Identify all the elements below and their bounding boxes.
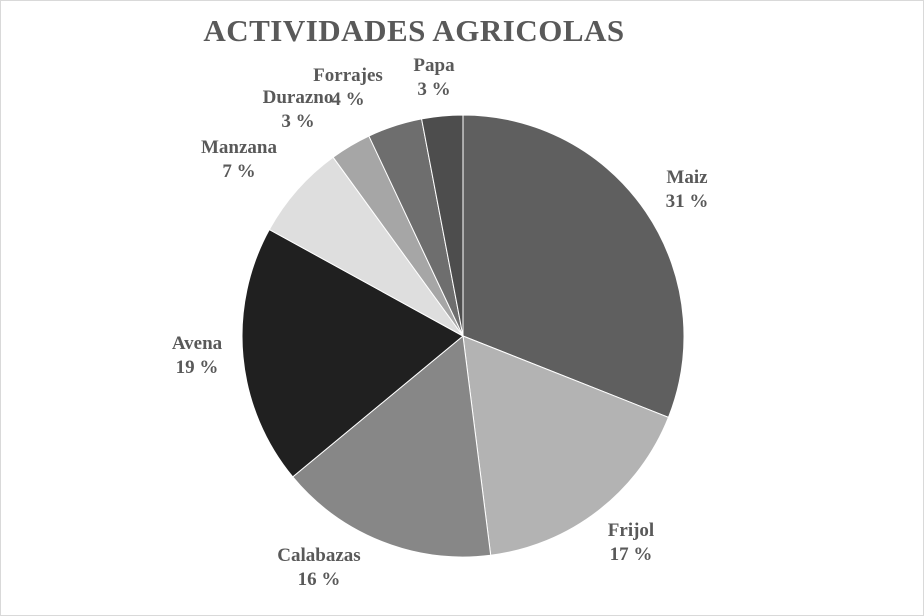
- pie-slice-papa: [421, 114, 464, 337]
- slice-label-frijol: Frijol: [608, 520, 654, 541]
- pie-slice-avena: [241, 228, 464, 478]
- slice-label-durazno: Durazno: [263, 87, 334, 108]
- slice-label-forrajes: Forrajes: [313, 65, 383, 86]
- slice-label-calabazas: Calabazas: [277, 545, 360, 566]
- slice-label-papa: Papa: [413, 55, 455, 76]
- slice-label-avena: Avena: [172, 333, 223, 354]
- chart-title: ACTIVIDADES AGRICOLAS: [203, 13, 625, 48]
- slice-label-manzana: Manzana: [201, 137, 278, 158]
- slice-value-avena: 19 %: [176, 357, 219, 378]
- slice-value-forrajes: 4 %: [331, 89, 364, 110]
- pie-slice-calabazas: [292, 335, 492, 558]
- pie-slice-frijol: [462, 335, 670, 556]
- slice-value-calabazas: 16 %: [298, 569, 341, 590]
- slice-value-manzana: 7 %: [222, 161, 255, 182]
- slice-value-frijol: 17 %: [610, 544, 653, 565]
- slice-value-papa: 3 %: [417, 79, 450, 100]
- slice-label-maiz: Maiz: [666, 167, 708, 188]
- pie-slice-maiz: [462, 114, 685, 419]
- slice-value-maiz: 31 %: [666, 191, 709, 212]
- slice-value-durazno: 3 %: [281, 111, 314, 132]
